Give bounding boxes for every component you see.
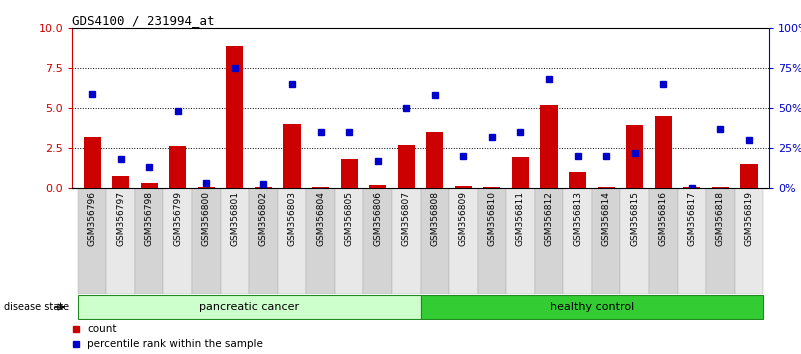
Text: GSM356814: GSM356814 [602, 191, 610, 246]
Bar [706, 188, 735, 294]
Text: GSM356805: GSM356805 [344, 191, 353, 246]
Text: GSM356796: GSM356796 [87, 191, 97, 246]
Bar [163, 188, 192, 294]
Bar [506, 188, 535, 294]
Bar [335, 188, 364, 294]
Bar [306, 188, 335, 294]
Bar [512, 157, 529, 188]
Text: GSM356819: GSM356819 [744, 191, 754, 246]
Bar [598, 187, 614, 188]
Bar [198, 187, 215, 188]
Bar [112, 176, 129, 188]
Bar [649, 188, 678, 294]
Bar [735, 188, 763, 294]
Bar [654, 116, 672, 188]
Text: GSM356803: GSM356803 [288, 191, 296, 246]
Bar [541, 105, 557, 188]
Bar [678, 188, 706, 294]
Text: GSM356801: GSM356801 [231, 191, 239, 246]
Text: GSM356797: GSM356797 [116, 191, 125, 246]
Bar [192, 188, 220, 294]
Bar [477, 188, 506, 294]
Text: GSM356812: GSM356812 [545, 191, 553, 246]
Bar [626, 126, 643, 188]
Text: GSM356808: GSM356808 [430, 191, 439, 246]
Text: GSM356817: GSM356817 [687, 191, 696, 246]
Bar [426, 132, 444, 188]
Bar [592, 188, 621, 294]
Text: GSM356813: GSM356813 [573, 191, 582, 246]
Bar [220, 188, 249, 294]
Bar [169, 146, 187, 188]
Bar [107, 188, 135, 294]
Bar [421, 188, 449, 294]
Bar [563, 188, 592, 294]
Bar [284, 124, 300, 188]
Bar [227, 46, 244, 188]
Text: GSM356800: GSM356800 [202, 191, 211, 246]
Bar [278, 188, 306, 294]
Bar [249, 188, 278, 294]
Text: GSM356811: GSM356811 [516, 191, 525, 246]
Bar [483, 187, 501, 188]
Text: GSM356799: GSM356799 [173, 191, 183, 246]
Bar [392, 188, 421, 294]
Text: disease state: disease state [4, 302, 69, 312]
Bar [421, 295, 763, 319]
Text: GSM356802: GSM356802 [259, 191, 268, 246]
Text: healthy control: healthy control [549, 302, 634, 312]
Text: GSM356806: GSM356806 [373, 191, 382, 246]
Text: GSM356798: GSM356798 [145, 191, 154, 246]
Bar [712, 187, 729, 188]
Text: percentile rank within the sample: percentile rank within the sample [87, 339, 264, 349]
Bar [535, 188, 563, 294]
Bar [312, 187, 329, 188]
Bar [621, 188, 649, 294]
Bar [569, 172, 586, 188]
Text: GSM356816: GSM356816 [658, 191, 668, 246]
Bar [740, 164, 758, 188]
Bar [141, 183, 158, 188]
Bar [340, 159, 358, 188]
Bar [369, 185, 386, 188]
Text: GSM356815: GSM356815 [630, 191, 639, 246]
Bar [449, 188, 477, 294]
Bar [683, 187, 700, 188]
Text: GDS4100 / 231994_at: GDS4100 / 231994_at [72, 14, 215, 27]
Bar [135, 188, 163, 294]
Text: pancreatic cancer: pancreatic cancer [199, 302, 300, 312]
Bar [455, 186, 472, 188]
Bar [83, 137, 101, 188]
Bar [78, 295, 421, 319]
Bar [78, 188, 107, 294]
Bar [255, 187, 272, 188]
Text: GSM356818: GSM356818 [716, 191, 725, 246]
Text: GSM356810: GSM356810 [488, 191, 497, 246]
Text: count: count [87, 324, 117, 334]
Bar [397, 144, 415, 188]
Text: GSM356809: GSM356809 [459, 191, 468, 246]
Text: GSM356804: GSM356804 [316, 191, 325, 246]
Bar [364, 188, 392, 294]
Text: GSM356807: GSM356807 [402, 191, 411, 246]
